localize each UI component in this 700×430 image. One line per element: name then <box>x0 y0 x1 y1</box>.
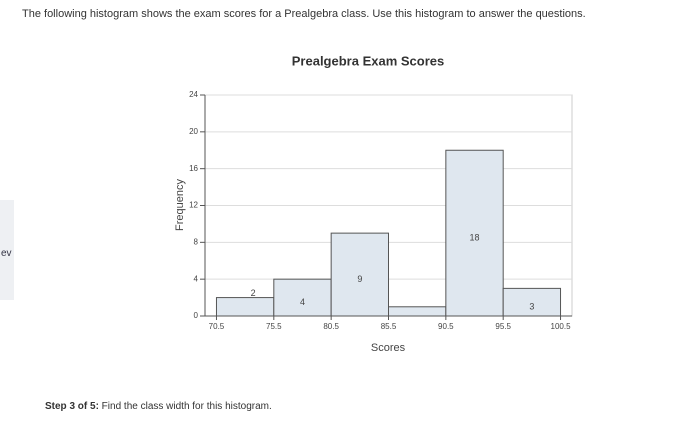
x-tick-label: 95.5 <box>495 322 511 331</box>
y-tick-label: 16 <box>189 164 198 173</box>
bar <box>502 287 562 317</box>
y-axis-label: Frequency <box>174 179 186 231</box>
x-tick-label: 100.5 <box>551 322 572 331</box>
bar <box>215 297 275 317</box>
data-label: 3 <box>529 302 534 312</box>
y-tick-label: 4 <box>194 274 199 283</box>
x-axis-label: Scores <box>371 342 406 354</box>
data-label: 9 <box>357 274 362 284</box>
x-tick-label: 80.5 <box>323 322 339 331</box>
sidebar-text: ev <box>1 248 12 259</box>
y-tick-label: 8 <box>194 237 199 246</box>
bar <box>330 232 389 317</box>
x-tick-label: 90.5 <box>438 322 454 331</box>
question-text: The following histogram shows the exam s… <box>22 8 586 20</box>
step-text: Step 3 of 5: Find the class width for th… <box>45 401 272 412</box>
sidebar-edge <box>0 200 14 300</box>
data-label: 18 <box>470 233 480 243</box>
step-label: Step 3 of 5: <box>45 401 99 412</box>
y-tick-label: 12 <box>189 201 198 210</box>
y-tick-label: 0 <box>194 311 199 320</box>
x-tick-label: 75.5 <box>266 322 282 331</box>
chart-title: Prealgebra Exam Scores <box>292 53 444 68</box>
bar <box>445 149 504 317</box>
x-tick-label: 70.5 <box>209 322 225 331</box>
y-tick-label: 20 <box>189 127 198 136</box>
step-instruction: Find the class width for this histogram. <box>98 401 272 412</box>
data-label: 4 <box>300 297 305 307</box>
x-tick-label: 85.5 <box>381 322 397 331</box>
bar <box>388 306 447 317</box>
data-label: 2 <box>251 288 256 298</box>
y-tick-label: 24 <box>189 90 198 99</box>
